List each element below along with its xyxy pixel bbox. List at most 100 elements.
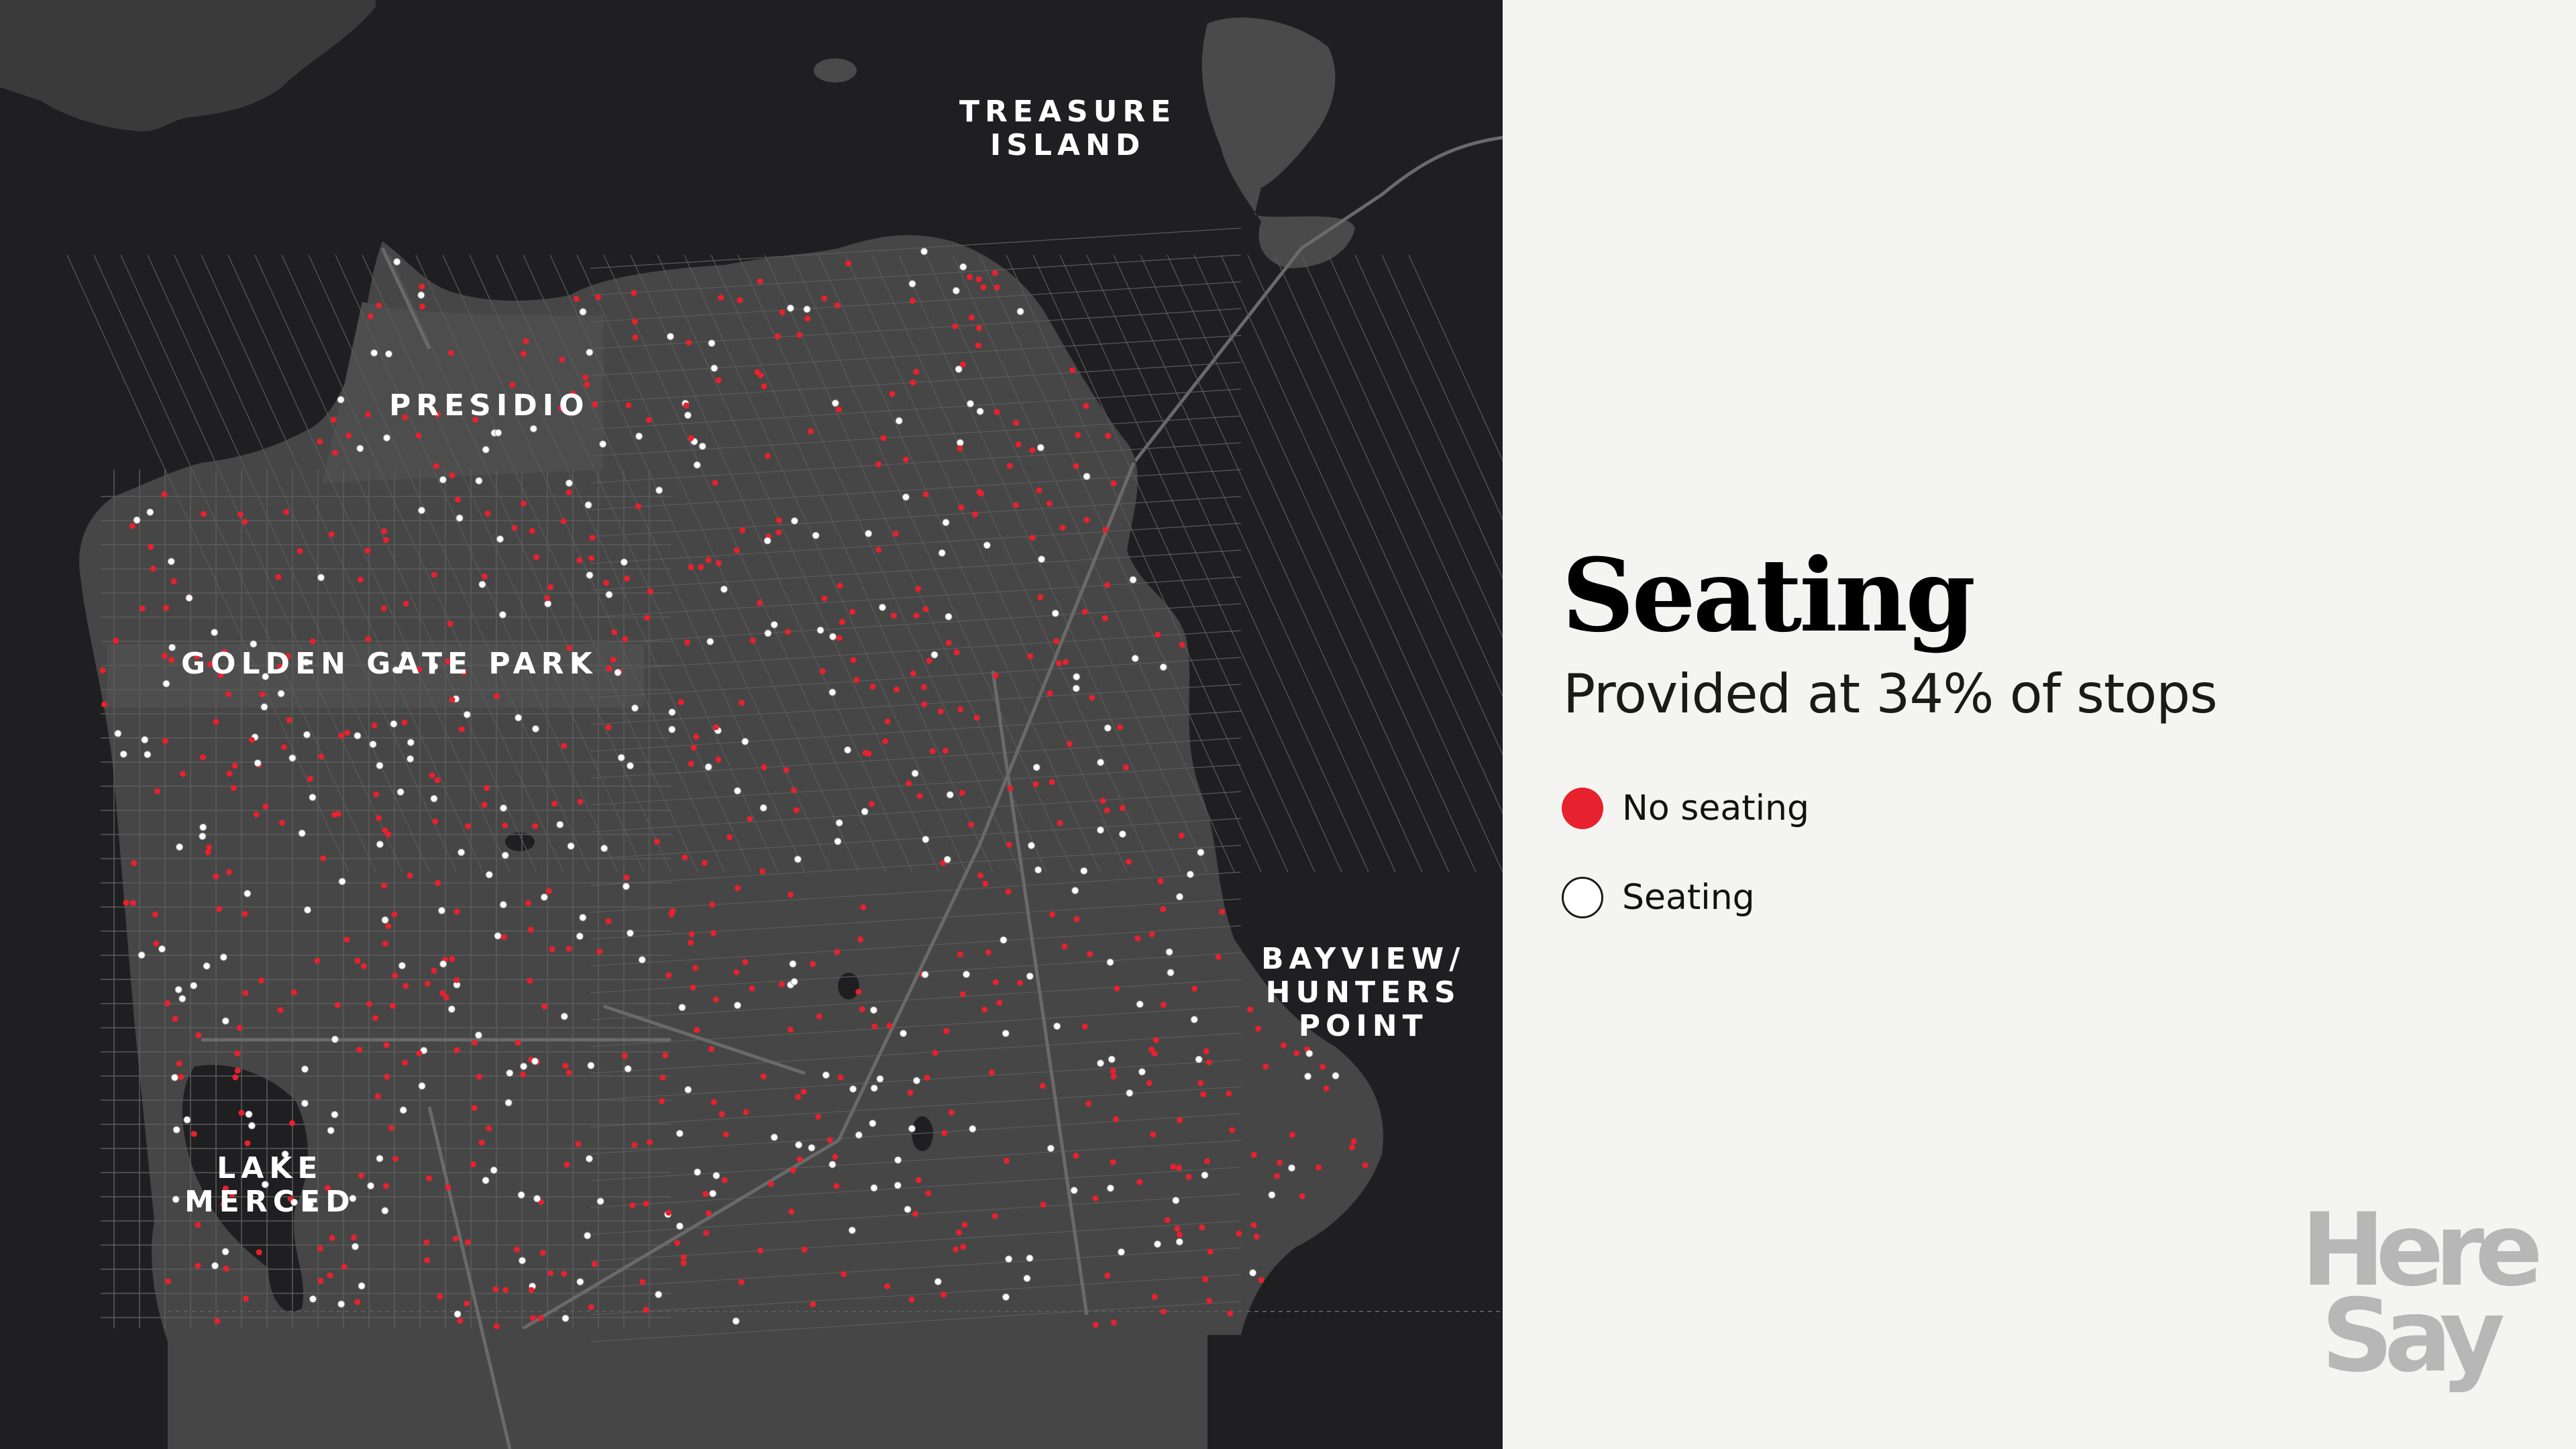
stop-seating [1083,472,1091,480]
stop-no-seating [484,511,491,517]
stop-no-seating [213,873,219,879]
stop-no-seating [996,1000,1003,1006]
stop-no-seating [733,969,740,975]
stop-seating [162,680,170,688]
stop-seating [1038,555,1046,564]
street [590,442,1242,484]
stop-no-seating [892,530,899,537]
stop-no-seating [875,547,882,553]
stop-seating [1104,724,1112,732]
stop-seating [248,1122,256,1130]
stop-no-seating [816,1013,822,1020]
stop-no-seating [1164,1217,1171,1224]
stop-no-seating [500,934,507,941]
map-canvas [0,0,1503,1449]
stop-seating [1159,663,1167,671]
street [442,254,725,873]
stop-seating [876,1075,884,1083]
stop-no-seating [225,691,232,698]
stop-no-seating [317,1245,323,1252]
stop-no-seating [645,417,652,423]
stop-no-seating [915,586,922,592]
stop-no-seating [191,1130,197,1137]
stop-no-seating [787,1026,794,1033]
stop-seating [1026,972,1034,980]
stop-no-seating [588,555,595,561]
stop-no-seating [659,1074,666,1081]
street [1140,254,1423,873]
stop-no-seating [808,428,814,435]
stop-no-seating [530,1315,537,1322]
stop-seating [119,750,127,758]
stop-no-seating [1006,463,1013,470]
stop-seating [828,688,837,696]
street [590,737,1242,779]
stop-no-seating [1236,1230,1242,1237]
stop-seating [277,690,285,698]
stop-no-seating [715,377,722,384]
stop-no-seating [922,491,929,498]
stop-no-seating [834,302,841,309]
stop-no-seating [435,879,441,886]
street [991,670,1089,1316]
stop-seating [439,960,447,968]
stop-seating [260,703,268,711]
stop-no-seating [715,756,722,763]
stop-no-seating [195,1263,201,1269]
stop-seating [1154,1240,1161,1248]
stop-no-seating [532,823,539,830]
stop-seating [956,439,964,447]
stop-no-seating [922,606,929,612]
stop-no-seating [1199,1224,1205,1231]
stop-seating [133,516,141,524]
stop-no-seating [653,839,660,845]
stop-no-seating [1191,985,1198,992]
street [977,462,1136,846]
stop-no-seating [826,1136,833,1143]
stop-seating [668,725,676,733]
stop-no-seating [559,356,566,363]
stop-no-seating [694,1026,700,1033]
stop-no-seating [869,684,876,690]
legend-item-no-seating: No seating [1562,785,1809,832]
stop-no-seating [525,900,531,906]
stop-no-seating [683,402,690,409]
stop-no-seating [447,621,453,627]
stop-no-seating [665,972,672,979]
stop-no-seating [1258,1277,1265,1283]
stop-no-seating [968,821,975,828]
stop-no-seating [564,1161,570,1168]
stop-no-seating [1323,1085,1330,1091]
map[interactable]: TREASURE ISLAND PRESIDIO GOLDEN GATE PAR… [0,0,1503,1449]
stop-seating [478,580,486,588]
stop-seating [942,519,950,527]
stop-seating [327,1126,335,1134]
stop-no-seating [916,793,923,800]
stop-seating [381,916,389,924]
stop-no-seating [566,945,572,952]
stop-no-seating [431,967,437,974]
stop-seating [946,791,954,799]
stop-no-seating [622,636,629,643]
stop-no-seating [779,309,786,316]
stop-no-seating [721,1177,728,1183]
stop-no-seating [465,823,472,830]
stop-no-seating [1157,877,1164,884]
stop-no-seating [1012,502,1019,508]
stop-no-seating [494,693,500,700]
stop-no-seating [338,733,345,739]
stop-seating [684,411,692,419]
stop-no-seating [978,490,984,497]
stop-no-seating [382,941,388,947]
street [764,254,1047,873]
stop-no-seating [1112,1116,1119,1122]
stop-seating [586,348,594,356]
stop-no-seating [161,491,168,498]
stop-seating [1036,443,1044,451]
stop-seating [418,1082,426,1090]
stop-seating [704,763,712,771]
stop-seating [911,769,919,777]
stop-no-seating [924,1075,930,1081]
stop-no-seating [481,573,488,580]
stop-no-seating [458,726,465,733]
